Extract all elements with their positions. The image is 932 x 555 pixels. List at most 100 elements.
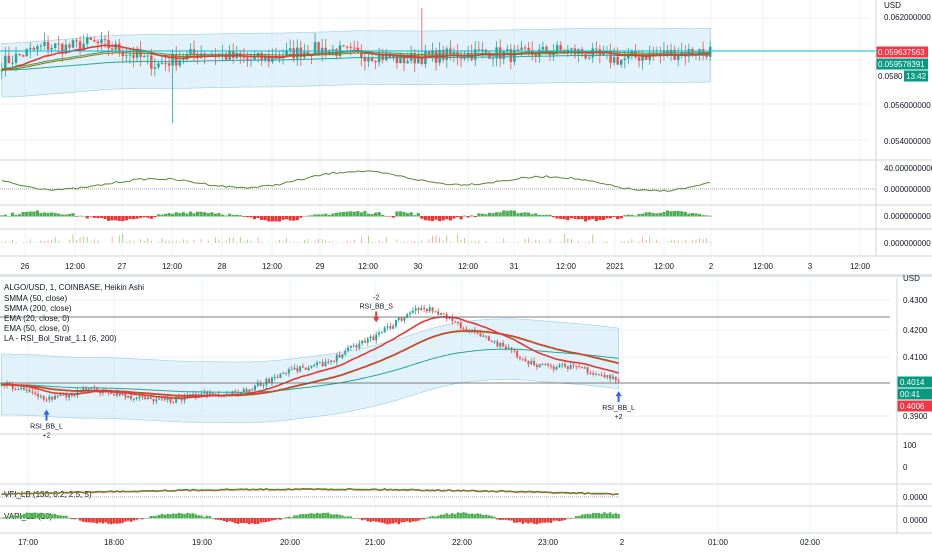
candle-body: [208, 392, 211, 396]
candle-body: [121, 52, 125, 57]
histogram-bar: [352, 211, 356, 217]
histogram-bar: [317, 214, 321, 217]
histogram-bar: [430, 216, 435, 222]
candle-body: [211, 392, 214, 395]
candle-body: [541, 364, 544, 366]
histogram-bar: [192, 213, 196, 217]
histogram-bar: [397, 518, 401, 525]
histogram-bar: [28, 211, 32, 217]
candle-body: [107, 39, 110, 49]
histogram-bar: [562, 216, 566, 220]
histogram-bar: [299, 216, 303, 218]
histogram-bar: [697, 213, 702, 217]
histogram-bar: [566, 517, 570, 519]
histogram-bar: [482, 515, 485, 519]
candle-body: [641, 56, 644, 61]
histogram-bar: [62, 515, 65, 519]
histogram-bar: [56, 515, 60, 519]
histogram-bar: [121, 518, 124, 523]
histogram-bar: [7, 215, 11, 217]
histogram-bar: [566, 216, 570, 221]
histogram-bar: [309, 215, 314, 217]
candle-body: [352, 345, 355, 347]
histogram-bar: [256, 518, 260, 524]
candle-body: [708, 46, 712, 57]
histogram-bar: [45, 513, 48, 519]
candle-body: [600, 374, 603, 376]
candle-body: [135, 397, 138, 399]
histogram-bar: [327, 512, 330, 519]
candle-body: [535, 364, 538, 368]
histogram-bar: [242, 216, 246, 217]
histogram-bar: [591, 512, 595, 519]
candle-body: [383, 327, 386, 333]
candle-body: [452, 52, 456, 54]
candle-body: [392, 55, 395, 58]
histogram-bar: [495, 212, 499, 217]
histogram-bar: [708, 215, 712, 217]
candle-body: [374, 60, 377, 63]
histogram-bar: [25, 211, 29, 217]
histogram-bar: [110, 216, 114, 221]
candle-body: [345, 46, 349, 48]
candle-body: [527, 47, 530, 51]
histogram-bar: [331, 213, 335, 217]
histogram-bar: [245, 518, 248, 524]
histogram-bar: [262, 518, 265, 523]
candle-body: [595, 48, 598, 50]
candle-body: [96, 41, 100, 44]
histogram-bar: [35, 210, 39, 217]
candle-body: [182, 59, 185, 61]
candle-body: [330, 360, 333, 362]
histogram-bar: [85, 216, 89, 219]
histogram-bar: [99, 216, 104, 218]
price-tick: 0.4300: [903, 296, 928, 305]
candle-body: [527, 360, 530, 365]
candle-body: [623, 58, 627, 61]
histogram-bar: [546, 518, 550, 523]
histogram-bar: [505, 210, 509, 217]
histogram-bar: [473, 514, 477, 519]
histogram-bar: [502, 210, 506, 217]
candle-body: [180, 398, 183, 401]
candle-body: [128, 54, 132, 56]
histogram-bar: [290, 517, 293, 519]
histogram-bar: [171, 213, 175, 217]
candle-body: [50, 48, 53, 50]
candle-body: [270, 377, 273, 383]
histogram-bar: [98, 518, 102, 523]
candle-body: [124, 392, 127, 398]
candle-body: [166, 397, 169, 400]
last-price-label-bg: [897, 376, 932, 388]
candle-body: [155, 399, 158, 402]
histogram-bar: [406, 213, 410, 217]
candle-body: [431, 50, 434, 55]
candle-body: [158, 398, 161, 400]
candle-body: [287, 369, 290, 374]
histogram-bar: [479, 514, 482, 519]
candle-body: [485, 335, 488, 337]
histogram-bar: [155, 515, 158, 519]
histogram-bar: [5, 516, 9, 519]
candle-body: [152, 398, 155, 402]
histogram-bar: [234, 518, 237, 524]
histogram-bar: [131, 216, 136, 220]
histogram-bar: [203, 516, 206, 519]
candle-body: [75, 40, 78, 42]
histogram-bar: [324, 512, 327, 519]
candle-body: [268, 378, 271, 383]
histogram-bar: [462, 215, 467, 217]
histogram-bar: [115, 518, 119, 524]
histogram-bar: [70, 518, 74, 520]
histogram-bar: [349, 211, 353, 217]
candle-body: [89, 37, 93, 41]
histogram-bar: [95, 518, 99, 524]
time-tick: 2021: [606, 262, 624, 271]
candle-body: [110, 392, 113, 395]
legend-entry: SMMA (50, close): [4, 294, 67, 303]
histogram-bar: [22, 513, 26, 519]
histogram-bar: [129, 518, 133, 522]
histogram-bar: [580, 514, 584, 519]
histogram-bar: [491, 213, 495, 217]
